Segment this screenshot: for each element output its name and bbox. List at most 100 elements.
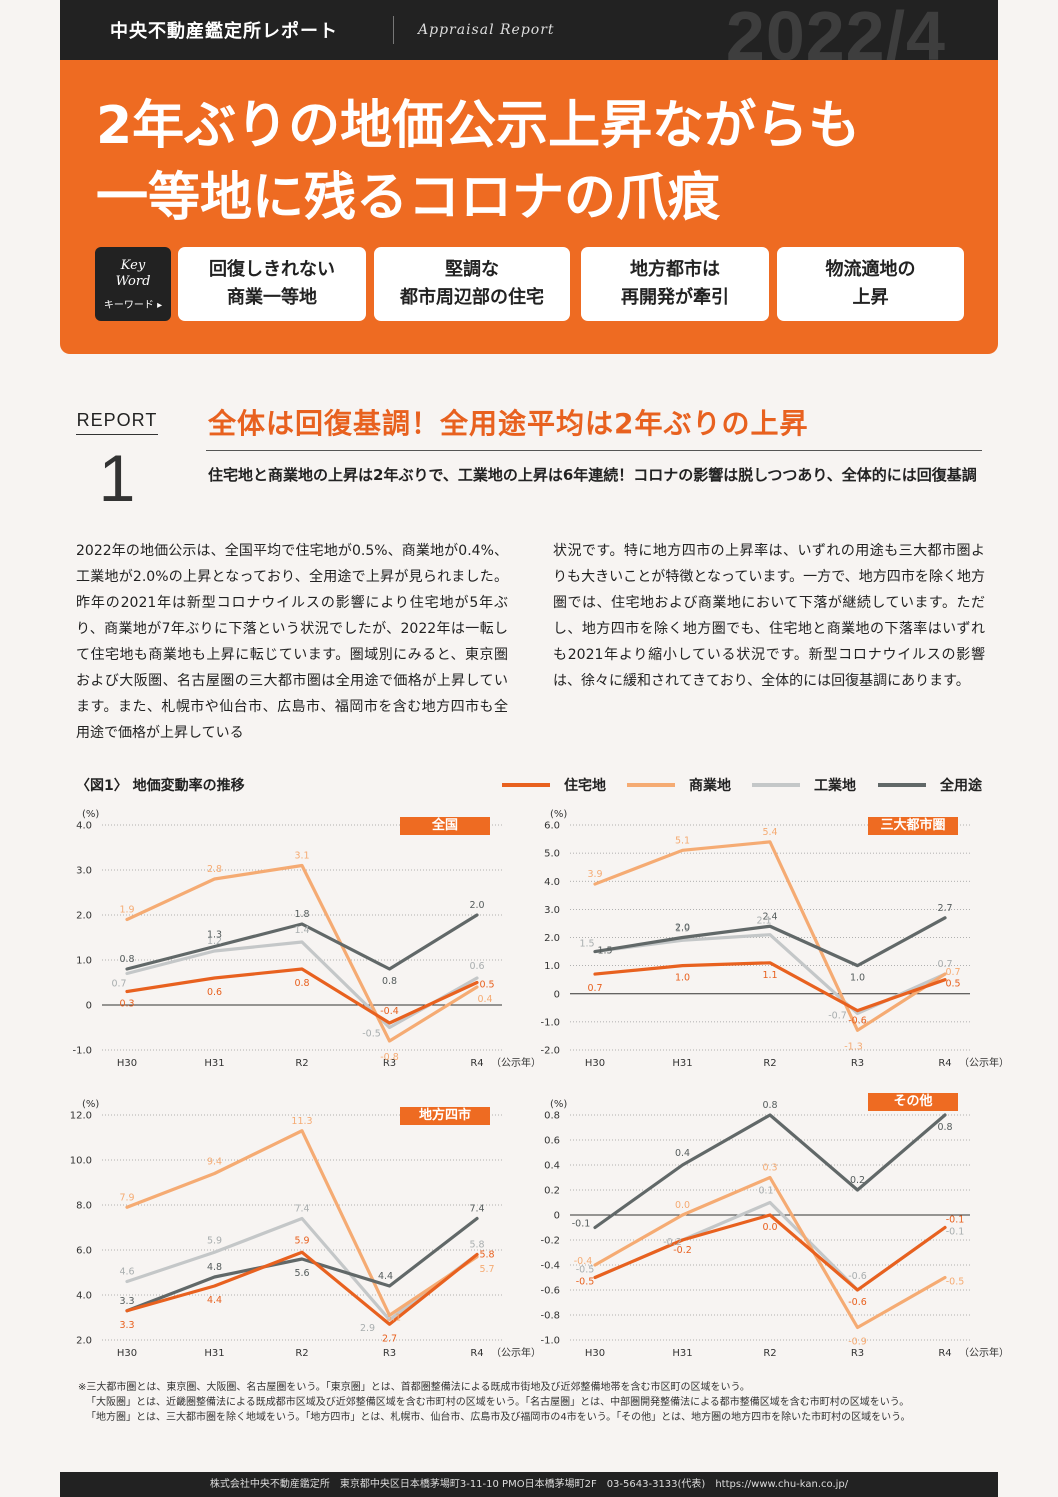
keyword-1: 回復しきれない 商業一等地: [178, 247, 366, 321]
data-label-residential: 5.9: [294, 1235, 309, 1246]
legend-swatch-all: [878, 783, 926, 787]
y-tick-label: 2.0: [544, 933, 560, 944]
data-label-all: 0.2: [850, 1175, 865, 1186]
data-label-all: 4.4: [378, 1271, 393, 1282]
x-tick-label: H30: [585, 1348, 605, 1359]
footer: 株式会社中央不動産鑑定所 東京都中央区日本橋茅場町3-11-10 PMO日本橋茅…: [60, 1472, 998, 1497]
data-label-all: 2.7: [937, 903, 952, 914]
data-label-residential: -0.2: [673, 1245, 692, 1256]
keyword-3: 地方都市は 再開発が牽引: [581, 247, 769, 321]
data-label-commercial: 2.8: [207, 864, 222, 875]
x-tick-label: H31: [672, 1058, 692, 1069]
data-label-residential: 3.3: [119, 1320, 134, 1331]
body-column-right: 状況です。特に地方四市の上昇率は、いずれの用途も三大都市圏よりも大きいことが特徴…: [553, 543, 985, 689]
keyword-badge-en-2: Word: [115, 274, 151, 289]
data-label-residential: 1.1: [762, 970, 777, 981]
y-tick-label: 10.0: [70, 1156, 92, 1167]
y-tick-label: 8.0: [76, 1201, 92, 1212]
y-tick-label: 0.6: [544, 1136, 560, 1147]
data-label-all: -0.1: [572, 1219, 591, 1230]
data-label-industrial: 0.6: [469, 961, 484, 972]
data-label-residential: 0.3: [119, 999, 134, 1010]
x-tick-label: R4: [470, 1058, 483, 1069]
data-label-residential: 0.0: [762, 1222, 777, 1233]
y-tick-label: 0: [554, 1211, 560, 1222]
data-label-industrial: 1.5: [579, 939, 594, 950]
data-label-all: 1.5: [597, 946, 612, 957]
data-label-industrial: 1.2: [207, 936, 222, 947]
y-tick-label: 6.0: [544, 821, 560, 832]
x-tick-label: R3: [851, 1348, 864, 1359]
data-label-commercial: 0.7: [945, 967, 960, 978]
y-tick-label: 4.0: [544, 877, 560, 888]
x-tick-label: R4: [938, 1348, 951, 1359]
data-label-commercial: 0.0: [675, 1200, 690, 1211]
data-label-all: 0.8: [762, 1100, 777, 1111]
data-label-industrial: -0.5: [362, 1029, 381, 1040]
data-label-commercial: 5.1: [675, 835, 690, 846]
chart-svg: (%)12.0 10.0 8.0 6.0 4.0 2.0 H30 H31 R2 R3 R4 （公示年）…: [70, 1099, 541, 1359]
x-unit-label: （公示年）: [959, 1346, 1009, 1359]
x-tick-label: R2: [295, 1058, 308, 1069]
report-number: 1: [98, 441, 136, 515]
data-label-industrial: -0.2: [663, 1237, 682, 1248]
y-tick-label: 0.8: [544, 1111, 560, 1122]
x-tick-label: R3: [383, 1348, 396, 1359]
headline-line-1: 2年ぶりの地価公示上昇ながらも: [96, 96, 861, 156]
data-label-residential: 0.7: [587, 983, 602, 994]
data-label-commercial: -0.5: [946, 1277, 965, 1288]
data-label-industrial: -0.7: [828, 1010, 847, 1021]
data-label-all: 3.3: [119, 1296, 134, 1307]
data-label-commercial: 3.1: [294, 851, 309, 862]
y-tick-label: 2.0: [76, 911, 92, 922]
figure-title: 〈図1〉 地価変動率の推移: [76, 778, 245, 794]
keyword-2: 堅調な 都市周辺部の住宅: [374, 247, 570, 321]
chart-svg: (%)6.0 5.0 4.0 3.0 2.0 1.0 0 -1.0 -2.0 H30 H31 R2 R3…: [540, 809, 1009, 1069]
data-label-residential: -0.6: [848, 1016, 867, 1027]
legend-label-all: 全用途: [940, 778, 982, 794]
x-unit-label: （公示年）: [491, 1056, 541, 1069]
data-label-residential: 5.8: [479, 1250, 494, 1261]
chart-title-tag: 三大都市圏: [868, 817, 958, 835]
footnote-1: ※三大都市圏とは、東京圏、大阪圏、名古屋圏をいう。「東京圏」とは、首都圏整備法に…: [78, 1382, 750, 1393]
brand-name: 中央不動産鑑定所レポート: [110, 21, 338, 42]
data-label-all: 0.4: [675, 1148, 690, 1159]
x-tick-label: R3: [851, 1058, 864, 1069]
y-tick-label: 0.4: [544, 1161, 560, 1172]
data-label-all: 1.0: [850, 973, 865, 984]
x-tick-label: R2: [763, 1348, 776, 1359]
data-label-all: 2.0: [675, 923, 690, 934]
data-label-industrial: 7.4: [294, 1204, 309, 1215]
data-label-industrial: -0.1: [946, 1227, 965, 1238]
x-tick-label: R3: [383, 1058, 396, 1069]
data-label-residential: -0.5: [576, 1277, 595, 1288]
chart-national: (%) 4.0 3.0 2.0 1.0 0 -1.0 H30 H31 R2 R3 R4 （公示年） 0.3…: [62, 805, 541, 1075]
chart-title-tag: 全国: [400, 817, 490, 835]
data-label-commercial: 0.4: [477, 994, 492, 1005]
data-label-residential: 4.4: [207, 1295, 222, 1306]
data-label-industrial: 1.9: [675, 923, 690, 934]
hero-panel: 2年ぶりの地価公示上昇ながらも 一等地に残るコロナの爪痕 Key Word キー…: [60, 60, 998, 354]
data-label-residential: 0.6: [207, 987, 222, 998]
y-tick-label: 3.0: [544, 905, 560, 916]
y-tick-label: 2.0: [76, 1336, 92, 1347]
x-tick-label: H31: [672, 1348, 692, 1359]
x-tick-label: R2: [763, 1058, 776, 1069]
x-tick-label: R4: [470, 1348, 483, 1359]
data-label-commercial: 11.3: [291, 1116, 312, 1127]
keyword-4: 物流適地の 上昇: [777, 247, 964, 321]
legend-item-all: 全用途: [878, 775, 982, 795]
legend-swatch-industrial: [752, 783, 800, 787]
chart-title-tag: 地方四市: [400, 1107, 490, 1125]
series-line-all: [125, 913, 479, 971]
series-line-commercial: [125, 1129, 479, 1317]
data-label-residential: 0.5: [945, 979, 960, 990]
series-line-commercial: [593, 840, 947, 1032]
series-line-residential: [593, 1213, 947, 1292]
y-tick-label: 0: [554, 989, 560, 1000]
data-label-commercial: 3.1: [386, 1312, 401, 1323]
x-tick-label: H31: [204, 1058, 224, 1069]
data-label-all: 1.3: [207, 930, 222, 941]
data-label-industrial: 0.1: [758, 1186, 773, 1197]
